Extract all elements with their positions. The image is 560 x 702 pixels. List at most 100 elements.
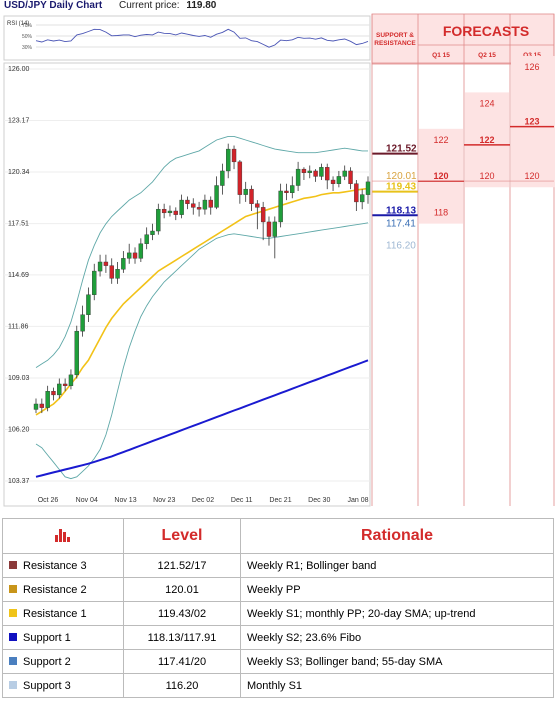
candle <box>307 165 312 179</box>
candle <box>208 196 213 215</box>
price-label: Current price: <box>118 0 180 11</box>
y-tick-label: 123.17 <box>8 118 30 125</box>
candle <box>126 243 132 264</box>
forecast-range-box <box>511 56 555 188</box>
candle <box>68 369 74 390</box>
rsi-panel <box>3 15 371 61</box>
candle <box>237 160 243 204</box>
level-color-swatch <box>9 584 17 593</box>
forecast-low-label: 118 <box>434 208 448 218</box>
forecasts-title: FORECASTS <box>443 23 529 39</box>
candle <box>365 176 371 204</box>
price-panel <box>3 62 371 507</box>
level-row: Support 2 117.41/20 Weekly S3; Bollinger b… <box>2 649 554 674</box>
level-rationale: Weekly S2; 23.6% Fibo <box>240 625 554 650</box>
candle <box>260 201 266 241</box>
level-color-swatch <box>9 656 17 665</box>
level-name: Support 1 <box>2 625 124 650</box>
level-label: 117.41 <box>386 218 416 229</box>
candle <box>226 143 231 179</box>
level-color-swatch <box>9 560 17 569</box>
level-marker: 117.41 <box>386 218 416 229</box>
x-tick-label: Dec 02 <box>192 497 214 504</box>
level-row: Resistance 2 120.01 Weekly PP <box>2 577 554 602</box>
candle <box>51 387 56 401</box>
candle <box>325 163 330 190</box>
forecast-mid-label: 123 <box>524 117 539 127</box>
candle <box>132 247 138 264</box>
candle <box>255 200 260 230</box>
candle <box>290 176 295 199</box>
level-rationale: Weekly PP <box>240 577 554 602</box>
candle <box>39 398 45 414</box>
level-row: Resistance 1 119.43/02 Weekly S1; monthly … <box>2 601 554 626</box>
support-resistance-header: SUPPORT & RESISTANCE <box>374 32 416 47</box>
y-tick-label: 106.20 <box>8 426 30 433</box>
level-marker: 118.13 <box>372 205 418 217</box>
level-color-swatch <box>9 632 17 641</box>
rsi-line <box>35 28 369 48</box>
level-name-text: Support 1 <box>23 631 71 644</box>
candle <box>354 180 359 212</box>
level-marker: 121.52 <box>372 144 418 155</box>
level-color-swatch <box>9 608 17 617</box>
chart-header: USD/JPY Daily Chart Current price: 119.8… <box>4 0 216 16</box>
candle <box>313 169 318 182</box>
level-value: 119.43/02 <box>123 601 241 626</box>
x-tick-label: Dec 11 <box>231 497 253 504</box>
x-tick-label: Nov 04 <box>76 497 98 504</box>
level-name-text: Support 2 <box>23 655 71 668</box>
level-header: Level <box>123 518 241 554</box>
price-value: 119.80 <box>186 0 217 11</box>
level-rationale: Weekly R1; Bollinger band <box>240 553 554 578</box>
candle <box>336 170 342 188</box>
level-value: 118.13/117.91 <box>123 625 241 650</box>
y-tick-label: 117.51 <box>8 221 29 228</box>
candle <box>109 258 114 284</box>
candle <box>330 176 336 191</box>
level-value: 116.20 <box>123 673 241 698</box>
level-rationale: Monthly S1 <box>240 673 554 698</box>
candle <box>45 385 50 412</box>
level-label: 118.13 <box>386 205 416 216</box>
rsi-label: RSI (14) <box>7 21 29 27</box>
level-name-text: Resistance 3 <box>23 559 87 572</box>
candle <box>86 287 91 323</box>
bar-chart-icon <box>55 528 70 542</box>
bar-chart-icon-cell <box>2 518 124 554</box>
candle <box>342 165 347 181</box>
x-tick-label: Dec 21 <box>269 497 291 504</box>
y-tick-label: 114.69 <box>8 272 29 279</box>
candle <box>97 254 103 277</box>
forecast-mid-label: 122 <box>479 135 494 145</box>
x-tick-label: Nov 23 <box>153 497 175 504</box>
forecast-high-label: 126 <box>524 62 539 72</box>
y-tick-label: 109.03 <box>8 375 30 382</box>
forecast-range-box <box>465 92 509 188</box>
forecast-range-box <box>419 128 463 224</box>
level-label: 120.01 <box>386 171 417 182</box>
candle <box>191 198 196 215</box>
candle <box>173 207 178 221</box>
x-tick-label: Oct 26 <box>38 497 59 504</box>
candle <box>196 201 202 217</box>
y-tick-label: 103.37 <box>8 478 30 485</box>
level-row: Support 1 118.13/117.91 Weekly S2; 23.6% F… <box>2 625 554 650</box>
sma55-line <box>35 359 369 478</box>
candle <box>348 167 353 190</box>
level-marker: 116.20 <box>386 240 416 251</box>
candle <box>249 185 254 212</box>
candle <box>202 194 208 215</box>
x-tick-label: Nov 13 <box>114 497 136 504</box>
forecast-high-label: 122 <box>433 135 448 145</box>
price-chart: RSI (14) 70% 50% 30% 126.00 123.17 120.34 117… <box>3 13 555 507</box>
forecast-low-label: 120 <box>479 171 494 181</box>
x-tick-label: Jan 08 <box>347 497 368 504</box>
candle <box>103 254 109 273</box>
level-name: Resistance 2 <box>2 577 124 602</box>
levels-table: Level Rationale Resistance 3 121.52/17 Wee… <box>2 518 554 698</box>
level-name-text: Resistance 1 <box>23 607 87 620</box>
candle <box>272 216 278 259</box>
pair-title: USD/JPY Daily Chart <box>4 0 103 11</box>
level-label: 116.20 <box>386 240 416 251</box>
